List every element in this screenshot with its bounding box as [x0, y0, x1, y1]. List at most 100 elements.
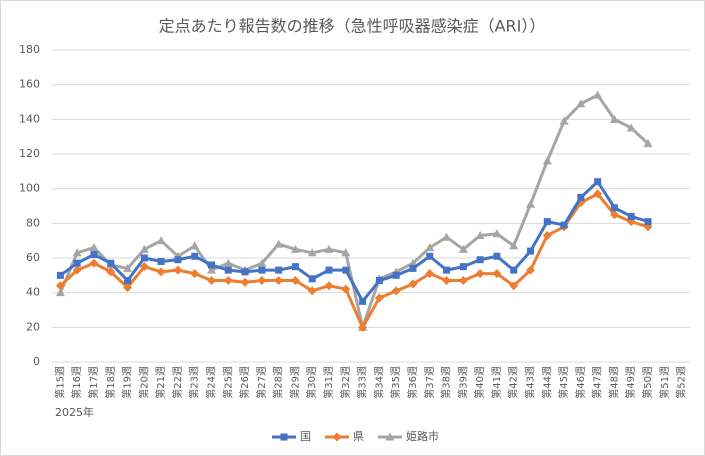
- marker: [174, 256, 182, 264]
- x-tick-label: 第18週: [104, 366, 117, 399]
- marker: [510, 266, 518, 274]
- marker: [72, 265, 82, 275]
- x-tick-label: 第48週: [607, 366, 620, 399]
- marker: [408, 279, 418, 289]
- marker: [542, 230, 552, 240]
- x-tick-label: 第15週: [53, 366, 66, 399]
- marker: [375, 277, 383, 285]
- marker: [89, 258, 99, 268]
- marker: [156, 236, 166, 245]
- marker: [643, 139, 653, 148]
- marker: [290, 244, 300, 253]
- marker: [543, 218, 551, 226]
- marker: [257, 276, 267, 286]
- x-group-label: 2025年: [55, 405, 94, 419]
- marker: [593, 189, 603, 199]
- marker: [458, 276, 468, 286]
- x-tick-label: 第33週: [356, 366, 369, 399]
- marker: [409, 264, 417, 272]
- x-tick-label: 第23週: [188, 366, 201, 399]
- x-tick-label: 第32週: [339, 366, 352, 399]
- x-tick-label: 第31週: [322, 366, 335, 399]
- marker: [190, 241, 200, 250]
- marker: [593, 90, 603, 99]
- marker: [308, 275, 316, 283]
- y-tick-label: 180: [19, 43, 40, 56]
- x-tick-label: 第20週: [137, 366, 150, 399]
- marker: [107, 259, 115, 267]
- marker: [341, 284, 351, 294]
- x-tick-label: 第41週: [490, 366, 503, 399]
- marker: [274, 239, 284, 248]
- marker: [559, 116, 569, 125]
- marker: [324, 281, 334, 291]
- x-tick-label: 第19週: [121, 366, 134, 399]
- marker: [644, 218, 652, 226]
- marker: [609, 210, 619, 220]
- marker: [207, 276, 216, 286]
- marker: [56, 271, 64, 279]
- marker: [594, 178, 602, 186]
- marker: [341, 248, 351, 257]
- y-tick-label: 100: [19, 182, 40, 195]
- series: [56, 178, 652, 305]
- x-tick-label: 第17週: [87, 366, 100, 399]
- marker: [577, 193, 585, 201]
- marker: [459, 263, 467, 271]
- marker: [576, 99, 586, 108]
- marker: [458, 244, 468, 253]
- marker: [275, 266, 283, 274]
- y-tick-label: 0: [33, 355, 40, 368]
- marker: [139, 262, 149, 272]
- x-tick-label: 第52週: [675, 366, 688, 399]
- marker: [475, 230, 485, 239]
- marker: [123, 282, 133, 292]
- marker: [476, 256, 484, 264]
- y-tick-label: 120: [19, 147, 40, 160]
- marker: [307, 248, 317, 257]
- marker: [359, 297, 367, 305]
- x-tick-label: 第38週: [440, 366, 453, 399]
- marker: [72, 248, 82, 257]
- marker: [106, 267, 116, 277]
- marker: [425, 269, 435, 279]
- marker: [442, 232, 452, 241]
- x-tick-label: 第24週: [205, 366, 218, 399]
- marker: [358, 322, 368, 332]
- x-tick-label: 第16週: [70, 366, 83, 399]
- marker: [89, 243, 99, 252]
- x-tick-label: 第37週: [423, 366, 436, 399]
- x-tick-label: 第40週: [473, 366, 486, 399]
- marker: [156, 267, 166, 277]
- marker: [224, 266, 232, 274]
- marker: [627, 212, 635, 220]
- marker: [332, 432, 342, 442]
- marker: [274, 276, 284, 286]
- marker: [257, 258, 267, 267]
- y-tick-label: 160: [19, 78, 40, 91]
- marker: [55, 288, 65, 297]
- marker: [207, 265, 216, 274]
- y-tick-label: 40: [26, 286, 40, 299]
- legend-label: 姫路市: [406, 429, 439, 443]
- x-tick-label: 第35週: [389, 366, 402, 399]
- marker: [408, 258, 418, 267]
- marker: [90, 251, 98, 259]
- y-tick-label: 60: [26, 251, 40, 264]
- marker: [492, 269, 502, 279]
- y-tick-label: 80: [26, 216, 40, 229]
- x-tick-label: 第22週: [171, 366, 184, 399]
- marker: [342, 266, 350, 274]
- marker: [173, 265, 183, 275]
- marker: [526, 199, 535, 208]
- marker: [191, 252, 199, 260]
- x-tick-label: 第21週: [154, 366, 167, 399]
- chart-title: 定点あたり報告数の推移（急性呼吸器感染症（ARI））: [159, 17, 546, 36]
- marker: [140, 254, 148, 262]
- x-tick-label: 第42週: [507, 366, 520, 399]
- marker: [258, 266, 266, 274]
- x-tick-label: 第39週: [456, 366, 469, 399]
- marker: [442, 276, 452, 286]
- marker: [325, 266, 333, 274]
